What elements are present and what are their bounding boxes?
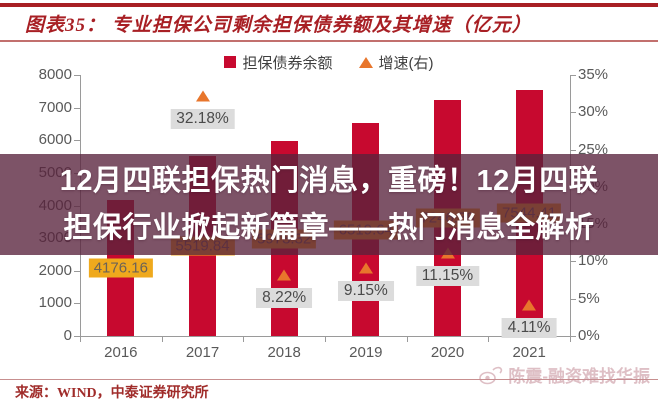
x-axis-tick — [488, 336, 490, 342]
left-axis-label: 7000 — [38, 98, 72, 116]
right-axis-tick — [570, 261, 576, 263]
growth-value-label: 9.15% — [337, 280, 394, 301]
legend-label-bond-balance: 担保债券余额 — [242, 54, 333, 72]
left-axis-tick — [74, 270, 80, 272]
growth-marker-triangle-icon — [522, 299, 537, 311]
news-banner-overlay: 12月四联担保热门消息，重磅！12月四联 担保行业掀起新篇章——热门消息全解析 — [0, 154, 658, 255]
right-axis-label: 5% — [578, 289, 600, 307]
top-rule — [0, 3, 658, 7]
right-axis-tick — [570, 336, 576, 337]
watermark: 陈震-融资难找华振 — [478, 362, 650, 387]
growth-marker-triangle-icon — [358, 262, 373, 274]
x-axis-label: 2020 — [430, 344, 465, 361]
legend-item-growth: 增速(右) — [358, 52, 434, 73]
x-axis-tick — [406, 336, 408, 342]
left-axis-tick — [74, 107, 80, 109]
triangle-marker-icon — [358, 56, 373, 68]
right-axis-label: 35% — [578, 66, 609, 83]
x-axis-label: 2019 — [349, 344, 383, 361]
banner-line1: 12月四联担保热门消息，重磅！12月四联 — [59, 164, 599, 197]
growth-value-label: 32.18% — [170, 109, 235, 130]
left-axis-tick — [74, 336, 80, 337]
growth-value-label: 11.15% — [415, 265, 480, 286]
left-axis-label: 6000 — [38, 131, 72, 149]
right-axis-label: 30% — [578, 103, 609, 121]
footer-rule — [0, 379, 658, 380]
left-axis-label: 8000 — [38, 66, 72, 83]
growth-marker-triangle-icon — [195, 90, 210, 102]
right-axis-tick — [570, 298, 576, 300]
x-axis-tick — [325, 336, 326, 342]
right-axis-label: 0% — [578, 327, 600, 344]
right-axis-tick — [570, 75, 576, 76]
left-axis-tick — [74, 75, 80, 76]
left-axis-label: 0 — [63, 327, 72, 344]
watermark-logo-icon — [479, 366, 503, 384]
x-axis-label: 2018 — [267, 344, 301, 361]
legend-item-bond-balance: 担保债券余额 — [224, 52, 333, 73]
chart-legend: 担保债券余额 增速(右) — [0, 52, 658, 72]
growth-value-label: 4.11% — [501, 318, 557, 339]
title-underline — [0, 40, 658, 42]
banner-line2: 担保行业掀起新篇章——热门消息全解析 — [63, 211, 595, 244]
x-axis-tick — [570, 336, 571, 342]
bar-value-label: 4176.16 — [88, 258, 153, 278]
growth-marker-triangle-icon — [277, 269, 292, 281]
right-axis-label: 25% — [578, 140, 609, 158]
x-axis-label: 2017 — [185, 344, 220, 361]
left-axis-label: 1000 — [38, 294, 72, 312]
left-axis-tick — [74, 140, 80, 142]
figure-title: 图表35： 专业担保公司剩余担保债券额及其增速（亿元） — [25, 15, 532, 36]
x-axis-label: 2016 — [104, 344, 138, 361]
x-axis-tick — [161, 336, 163, 342]
x-axis-tick — [243, 336, 245, 342]
growth-value-label: 8.22% — [256, 287, 313, 308]
right-axis-tick — [570, 112, 576, 114]
right-axis-tick — [570, 149, 576, 151]
left-axis-label: 2000 — [38, 261, 72, 279]
x-axis-tick — [80, 336, 81, 342]
watermark-text: 陈震-融资难找华振 — [508, 367, 650, 386]
legend-label-growth: 增速(右) — [378, 54, 434, 72]
left-axis-tick — [74, 303, 80, 305]
square-marker-icon — [224, 56, 237, 68]
source-note: 来源：WIND，中泰证券研究所 — [15, 386, 209, 400]
x-axis-label: 2021 — [512, 344, 546, 361]
right-axis-label: 10% — [578, 252, 609, 270]
